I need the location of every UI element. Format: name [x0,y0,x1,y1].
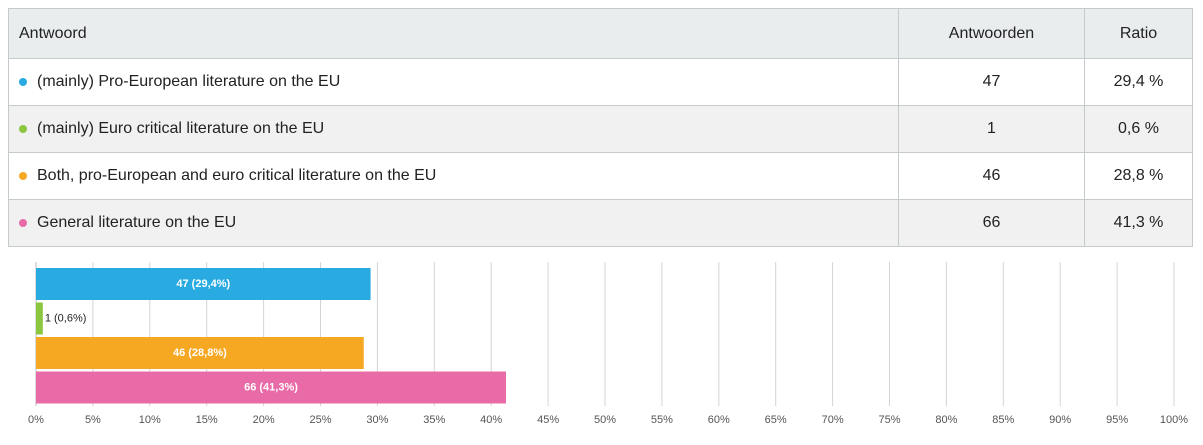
x-tick-label: 50% [594,414,616,426]
x-tick-label: 90% [1049,414,1071,426]
x-tick-label: 10% [139,414,161,426]
x-tick-label: 55% [651,414,673,426]
ratio-cell: 28,8 % [1084,153,1192,199]
x-tick-label: 60% [708,414,730,426]
answer-cell: Both, pro-European and euro critical lit… [9,167,898,185]
x-tick-label: 35% [423,414,445,426]
count-cell: 47 [898,59,1084,105]
answer-table: Antwoord Antwoorden Ratio (mainly) Pro-E… [8,8,1193,247]
header-cell: Antwoord [19,24,87,42]
bar-label: 46 (28,8%) [173,347,227,359]
bar-label: 47 (29,4%) [176,278,230,290]
bar [36,337,364,369]
answer-cell: General literature on the EU [9,214,898,232]
header-row: Antwoord Antwoorden Ratio [9,9,1192,58]
x-tick-label: 75% [878,414,900,426]
bar-label: 1 (0,6%) [45,312,87,324]
x-tick-label: 5% [85,414,101,426]
ratio-cell: 41,3 % [1084,200,1192,246]
answer-text: Both, pro-European and euro critical lit… [37,167,437,184]
bar [36,268,371,300]
answer-cell: (mainly) Pro-European literature on the … [9,73,898,91]
answer-text: General literature on the EU [37,214,237,231]
x-tick-label: 40% [480,414,502,426]
x-tick-label: 30% [366,414,388,426]
header-cell: Antwoorden [898,9,1084,58]
x-tick-label: 85% [992,414,1014,426]
answer-cell: (mainly) Euro critical literature on the… [9,120,898,138]
count-cell: 46 [898,153,1084,199]
ratio-cell: 0,6 % [1084,106,1192,152]
table-row: General literature on the EU 66 41,3 % [9,199,1192,246]
x-tick-label: 80% [935,414,957,426]
x-tick-label: 20% [253,414,275,426]
answer-text: (mainly) Pro-European literature on the … [37,73,341,90]
x-tick-label: 15% [196,414,218,426]
x-tick-label: 25% [309,414,331,426]
table-row: (mainly) Euro critical literature on the… [9,105,1192,152]
legend-dot [19,78,27,86]
x-tick-label: 65% [765,414,787,426]
bar [36,302,43,335]
table-row: (mainly) Pro-European literature on the … [9,58,1192,105]
bar-label: 66 (41,3%) [244,381,298,393]
x-tick-label: 95% [1106,414,1128,426]
legend-dot [19,125,27,133]
x-tick-label: 0% [28,414,44,426]
table-row: Both, pro-European and euro critical lit… [9,152,1192,199]
header-cell: Ratio [1084,9,1192,58]
legend-dot [19,172,27,180]
x-tick-label: 70% [822,414,844,426]
answer-text: (mainly) Euro critical literature on the… [37,120,325,137]
x-tick-label: 100% [1160,414,1188,426]
ratio-cell: 29,4 % [1084,59,1192,105]
bar [36,371,506,404]
count-cell: 1 [898,106,1084,152]
x-tick-label: 45% [537,414,559,426]
legend-dot [19,219,27,227]
count-cell: 66 [898,200,1084,246]
